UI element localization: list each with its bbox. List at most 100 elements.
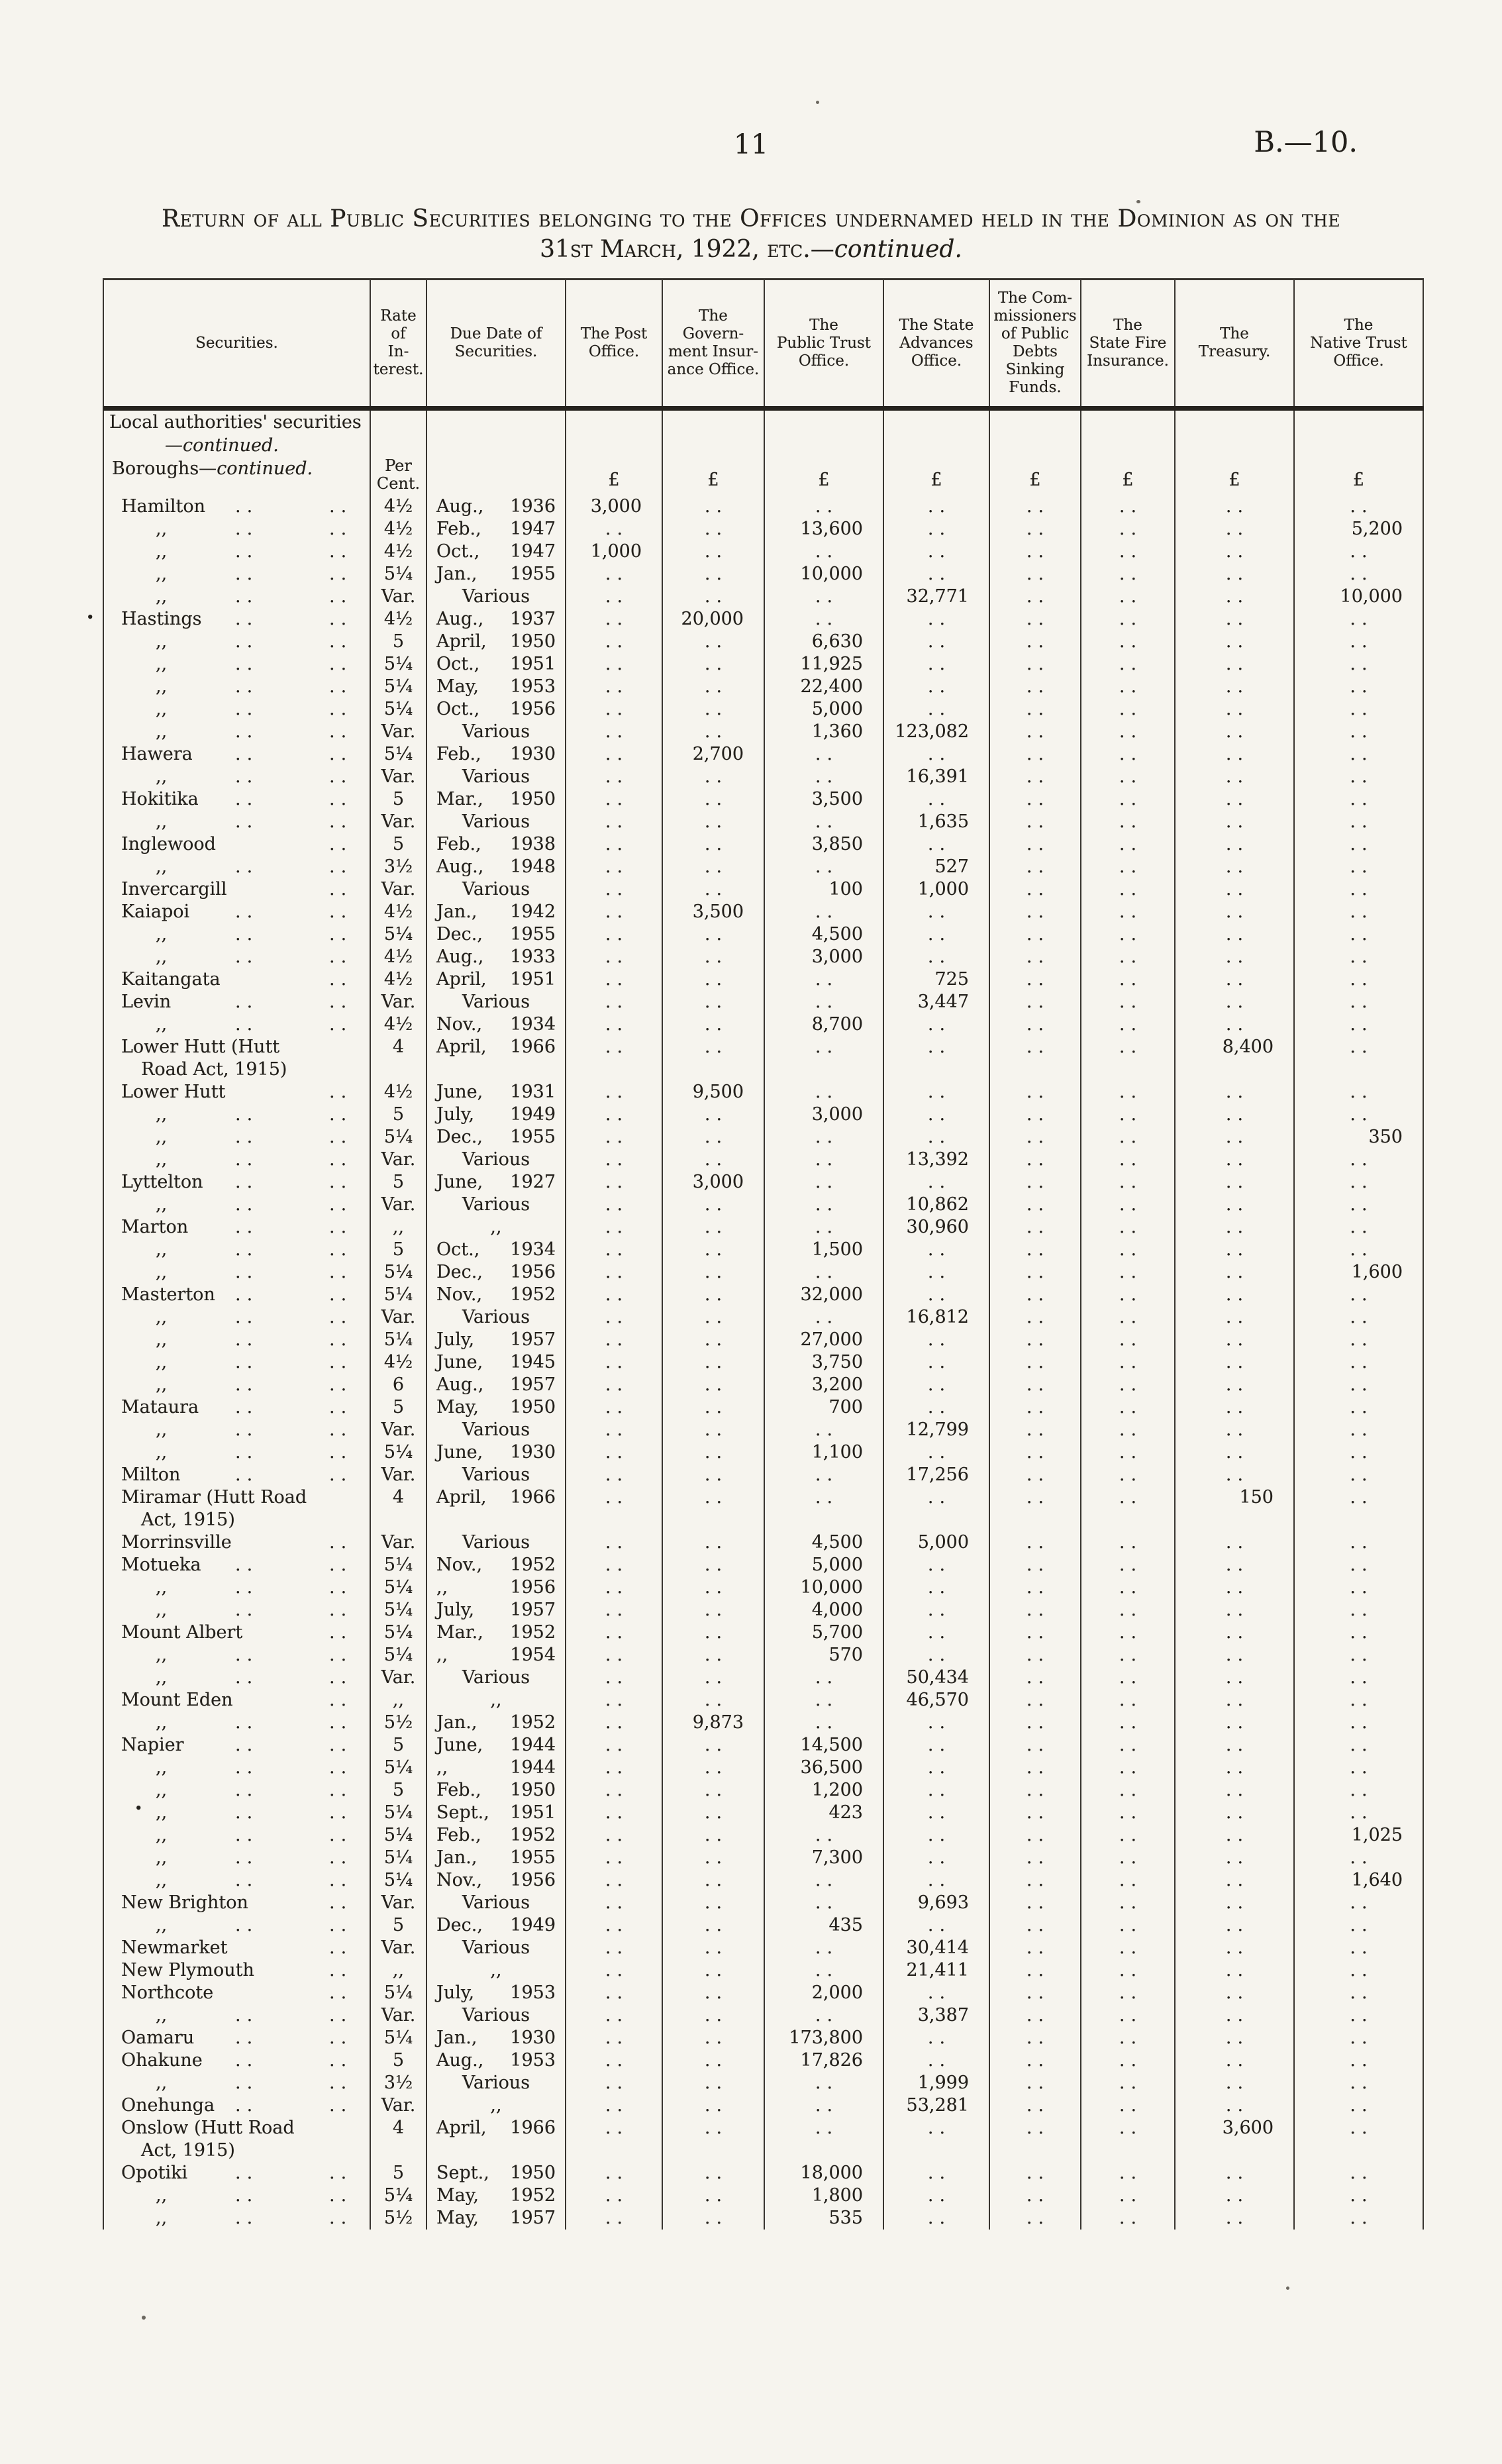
table-row: Oamaru.... 5¼ Jan., 1930.... 173,800........… — [103, 2027, 1424, 2049]
due-month: April, — [436, 969, 487, 990]
cell-sinking-funds: .. — [990, 1081, 1081, 1104]
empty-marker: .. — [1350, 1239, 1374, 1260]
cell-state-fire: .. — [1081, 811, 1176, 833]
empty-marker: .. — [1350, 1555, 1374, 1575]
cell-rate: 5¼ — [371, 1982, 427, 2004]
cell-govt-insurance: .. — [663, 1914, 765, 1937]
scan-speck — [1286, 2286, 1289, 2290]
due-year: 1948 — [510, 856, 556, 877]
cell-state-fire: .. — [1081, 1621, 1176, 1644]
empty-marker: .. — [1225, 1329, 1250, 1350]
cell-treasury: .. — [1176, 1013, 1295, 1036]
cell-sinking-funds: .. — [990, 946, 1081, 968]
cell-rate: 5¼ — [371, 563, 427, 586]
empty-marker: .. — [1119, 1194, 1143, 1215]
empty-marker: .. — [1026, 564, 1050, 584]
empty-marker: .. — [1350, 2118, 1374, 2138]
leader-dots: .. — [329, 1690, 353, 1710]
due-month: Jan., — [436, 2028, 477, 2048]
amount: 8,700 — [811, 1014, 863, 1035]
empty-marker: .. — [1225, 1217, 1250, 1237]
empty-marker: .. — [1026, 834, 1050, 854]
cell-rate: 5¼ — [371, 1554, 427, 1576]
empty-marker: .. — [1026, 1329, 1050, 1350]
leader-dots: .. — [235, 789, 259, 809]
cell-native-trust: .. — [1295, 923, 1424, 946]
empty-marker: .. — [704, 1600, 728, 1620]
cell-rate: 4½ — [371, 495, 427, 518]
empty-marker: .. — [1119, 1690, 1143, 1710]
table-row: ,,.... 5 Dec., 1949.... 435.......... — [103, 1914, 1424, 1937]
leader-dots: .. — [329, 924, 353, 945]
cell-securities: Kaitangata.. — [103, 968, 371, 991]
security-name: Motueka — [121, 1555, 201, 1575]
empty-marker: .. — [605, 1555, 629, 1575]
due-year: 1950 — [510, 789, 556, 809]
security-name: Hamilton — [121, 496, 206, 517]
cell-sinking-funds: .. — [990, 1013, 1081, 1036]
cell-state-fire: .. — [1081, 1599, 1176, 1621]
empty-marker: .. — [704, 834, 728, 854]
cell-post-office: .. — [566, 1464, 663, 1486]
cell-treasury: .. — [1176, 1216, 1295, 1239]
empty-marker: .. — [1350, 1667, 1374, 1688]
security-name: ,, — [156, 1757, 168, 1778]
due-month: June, — [436, 1172, 483, 1192]
empty-marker: .. — [704, 1870, 728, 1890]
empty-marker: .. — [1119, 1307, 1143, 1327]
due-month: Jan., — [436, 1712, 477, 1733]
leader-dots: .. — [235, 2028, 259, 2048]
due-month: Feb., — [436, 834, 481, 854]
table-row: ,,.... Var. Various...... 13,392........ — [103, 1149, 1424, 1171]
cell-native-trust: .. — [1295, 2049, 1424, 2072]
due-value: Various — [462, 992, 530, 1012]
table-row: Motueka.... 5¼ Nov., 1952.... 5,000.........… — [103, 1554, 1424, 1576]
empty-marker: .. — [704, 1307, 728, 1327]
cell-due-date: April, 1951 — [427, 968, 566, 991]
due-year: 1952 — [510, 1555, 556, 1575]
empty-marker: .. — [815, 1464, 839, 1485]
cell-rate: 5¼ — [371, 1824, 427, 1847]
cell-securities: ,,.... — [103, 1261, 371, 1284]
empty-marker: .. — [1225, 1892, 1250, 1913]
empty-marker: .. — [1119, 564, 1143, 584]
empty-marker: .. — [704, 2005, 728, 2026]
cell-govt-insurance: .. — [663, 2049, 765, 2072]
leader-dots: .. — [329, 969, 353, 990]
security-name: ,, — [156, 1870, 168, 1890]
empty-marker: .. — [1026, 2005, 1050, 2026]
leader-dots: .. — [235, 1735, 259, 1755]
empty-marker: .. — [605, 1690, 629, 1710]
table-row: ,,.... 5¼ July, 1957.... 27,000.......... — [103, 1329, 1424, 1351]
cell-public-trust: .. — [765, 1959, 884, 1982]
empty-marker: .. — [927, 1825, 952, 1845]
empty-marker: .. — [1225, 2208, 1250, 2228]
leader-dots: .. — [235, 744, 259, 764]
empty-marker: .. — [1119, 1239, 1143, 1260]
cell-state-fire: .. — [1081, 833, 1176, 856]
empty-marker: .. — [605, 1892, 629, 1913]
cell-treasury: .. — [1176, 1531, 1295, 1554]
cell-state-advances: .. — [884, 631, 990, 653]
empty-marker: .. — [927, 1127, 952, 1147]
cell-post-office: .. — [566, 2027, 663, 2049]
cell-sinking-funds: .. — [990, 495, 1081, 518]
cell-public-trust: 11,925 — [765, 653, 884, 676]
cell-due-date: Various — [427, 1892, 566, 1914]
cell-govt-insurance: .. — [663, 1036, 765, 1081]
cell-post-office: .. — [566, 1824, 663, 1847]
cell-sinking-funds: .. — [990, 1531, 1081, 1554]
cell-state-advances: 9,693 — [884, 1892, 990, 1914]
cell-securities: Inglewood.. — [103, 833, 371, 856]
cell-treasury: .. — [1176, 2049, 1295, 2072]
empty-marker: .. — [605, 1329, 629, 1350]
cell-public-trust: 14,500 — [765, 1734, 884, 1757]
amount: 12,799 — [906, 1419, 969, 1440]
amount: 1,360 — [811, 721, 863, 742]
table-row: Hawera.... 5¼ Feb., 1930.. 2,700............ — [103, 743, 1424, 766]
empty-marker: .. — [927, 1284, 952, 1305]
due-year: 1955 — [510, 564, 556, 584]
empty-marker: .. — [1026, 992, 1050, 1012]
leader-dots: .. — [235, 699, 259, 719]
empty-marker: .. — [1350, 1600, 1374, 1620]
